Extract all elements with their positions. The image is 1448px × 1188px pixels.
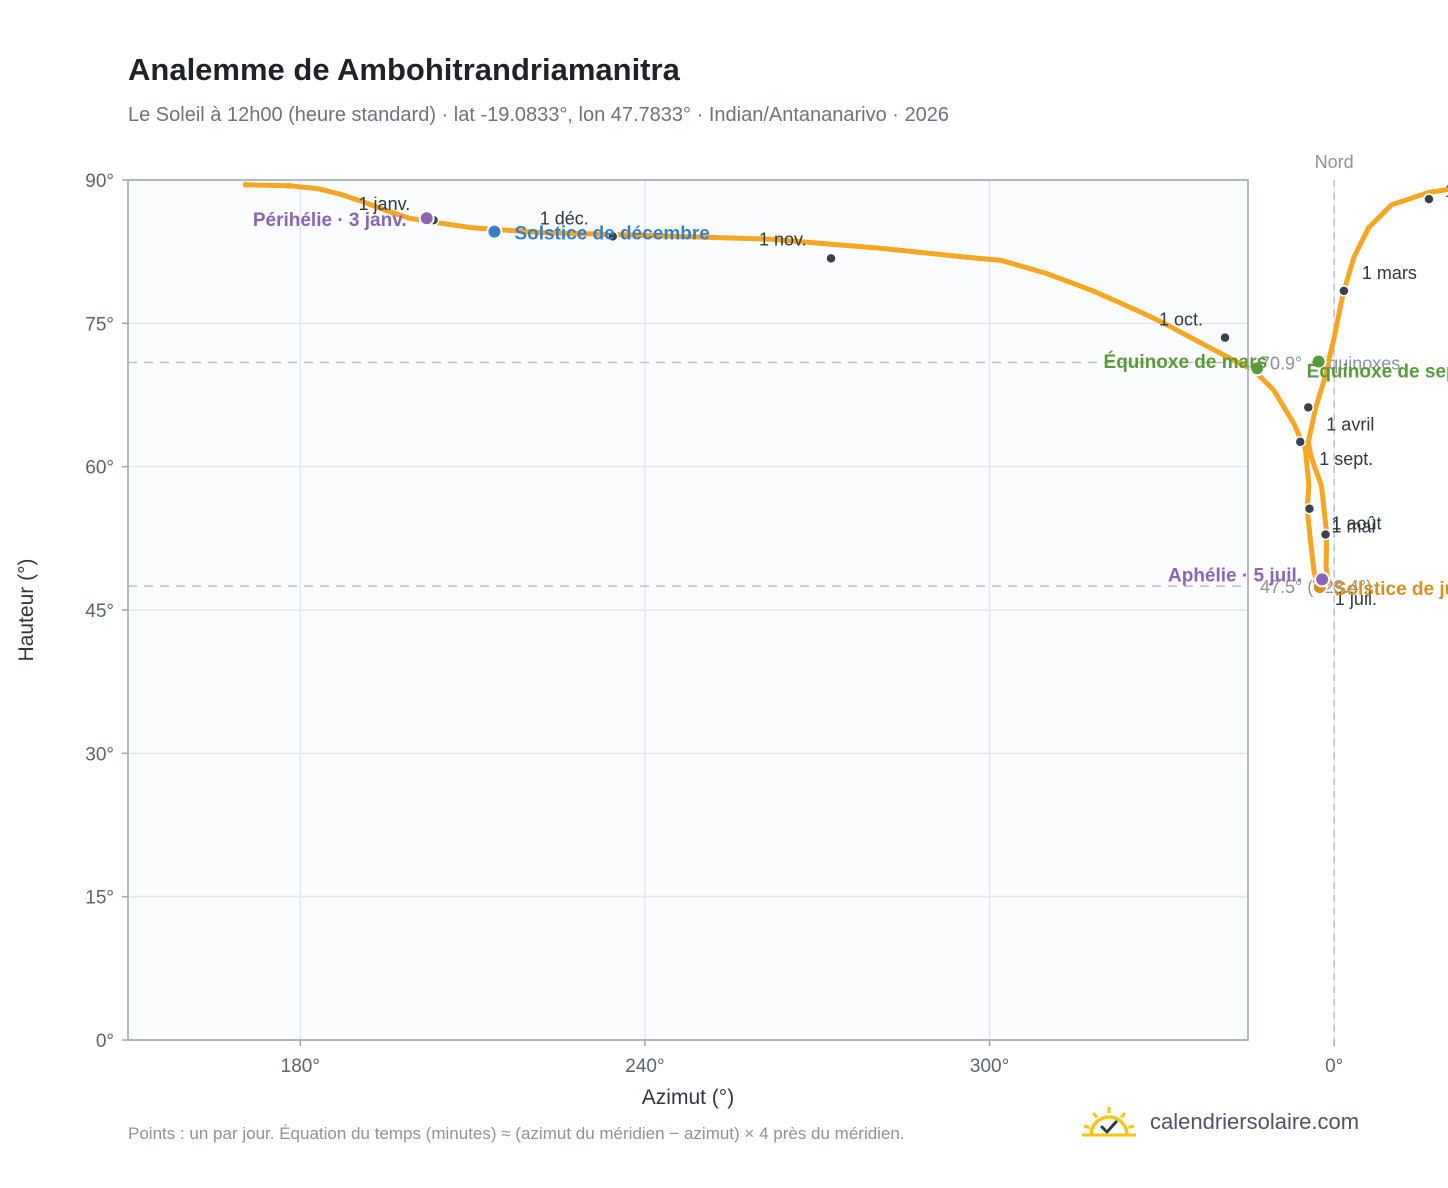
- month-label: 1 févr.: [1445, 181, 1448, 201]
- month-label: 1 janv.: [359, 194, 411, 214]
- sun-check-icon: [1082, 1107, 1136, 1137]
- month-label: 1 août: [1331, 514, 1381, 534]
- event-point: [1310, 353, 1327, 370]
- month-point: [1303, 502, 1316, 515]
- month-point: [1302, 401, 1315, 414]
- month-point: [1338, 285, 1350, 297]
- axes-layer: 180°240°300°0°60°120°0°15°30°45°60°75°90…: [15, 171, 1343, 1109]
- month-point: [1423, 193, 1435, 205]
- x-tick-label: 300°: [970, 1056, 1009, 1077]
- y-tick-label: 30°: [85, 744, 114, 765]
- brand-logo: calendriersolaire.com: [1082, 1102, 1359, 1142]
- chart-title: Analemme de Ambohitrandriamanitra: [128, 52, 680, 87]
- month-point: [1294, 436, 1307, 448]
- x-tick-label: 180°: [281, 1056, 320, 1077]
- brand-name: calendriersolaire.com: [1150, 1109, 1360, 1134]
- month-label: 1 avril: [1326, 414, 1374, 434]
- x-axis-label: Azimut (°): [642, 1086, 734, 1109]
- daily-point: [242, 181, 249, 188]
- month-label: 1 oct.: [1159, 310, 1203, 330]
- event-label: Équinoxe de septembre: [1307, 361, 1448, 383]
- event-point: [486, 223, 503, 240]
- event-points-layer: Solstice de décembre Solstice de juin Équi…: [253, 210, 1448, 600]
- event-point: [418, 210, 435, 227]
- month-points-layer: 1 janv. 1 févr. 1 mars 1 avril 1 mai 1 juil. 1…: [359, 181, 1448, 609]
- daily-point: [285, 182, 292, 189]
- event-point: [1314, 571, 1331, 588]
- month-point: [607, 230, 619, 243]
- y-tick-label: 90°: [85, 171, 114, 192]
- event-point: [1249, 360, 1266, 377]
- event-label: Solstice de juin: [1334, 579, 1448, 600]
- month-point: [825, 252, 837, 265]
- y-tick-label: 75°: [85, 314, 114, 335]
- chart-subtitle: Le Soleil à 12h00 (heure standard) · lat…: [128, 104, 949, 126]
- event-label: Périhélie · 3 janv.: [253, 210, 407, 231]
- month-label: 1 mars: [1362, 263, 1417, 283]
- month-point: [1319, 528, 1332, 541]
- y-tick-label: 0°: [96, 1031, 114, 1052]
- y-tick-label: 60°: [85, 458, 114, 479]
- month-label: 1 juil.: [1335, 589, 1377, 609]
- x-tick-label: 0°: [1325, 1056, 1343, 1077]
- y-tick-label: 15°: [85, 888, 114, 909]
- month-label: 1 mai: [1332, 517, 1376, 537]
- y-tick-label: 45°: [85, 601, 114, 622]
- month-point: [1219, 331, 1231, 344]
- event-label: Aphélie · 5 juil.: [1168, 565, 1302, 586]
- event-label: Solstice de décembre: [514, 224, 709, 245]
- footnote: Points : un par jour. Équation du temps …: [128, 1124, 905, 1143]
- month-label: 1 sept.: [1319, 449, 1373, 469]
- y-axis-label: Hauteur (°): [15, 559, 38, 662]
- month-label: 1 déc.: [540, 208, 589, 228]
- month-label: 1 nov.: [759, 229, 807, 249]
- x-tick-label: 240°: [625, 1056, 664, 1077]
- event-label: Équinoxe de mars: [1104, 351, 1268, 373]
- meridian-label: Nord: [1315, 152, 1354, 172]
